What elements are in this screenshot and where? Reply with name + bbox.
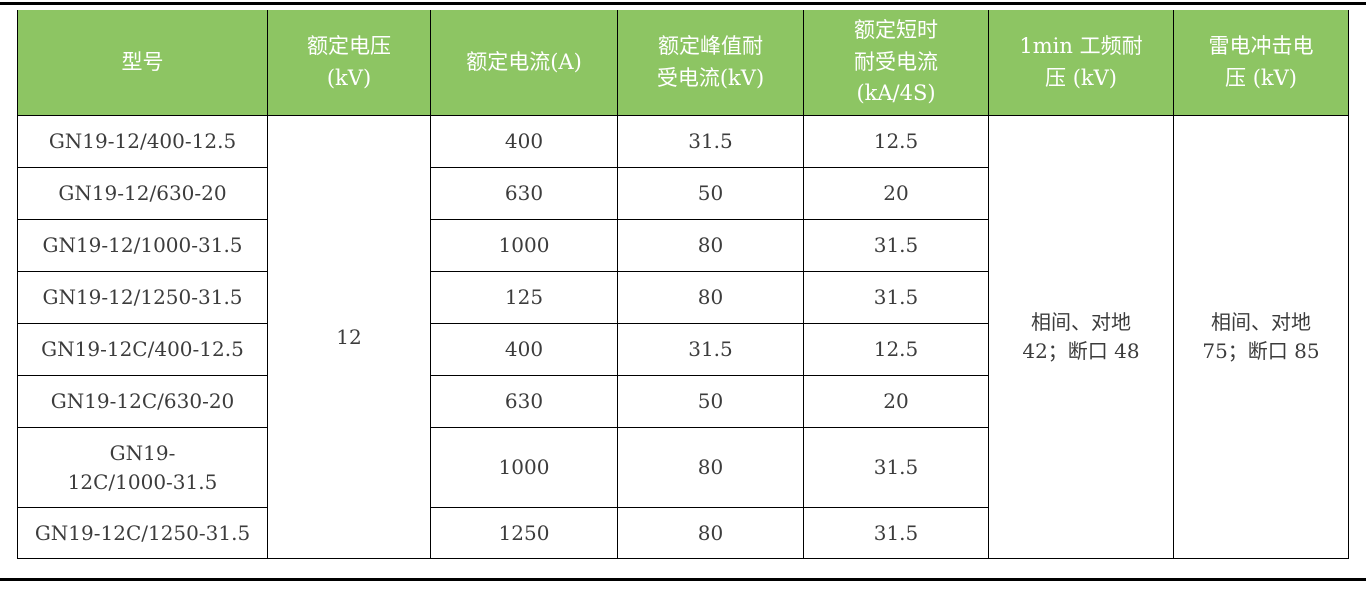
short-time-cell: 12.5 [803,323,989,376]
col-header-lightning-impulse: 雷电冲击电 压 (kV) [1173,10,1349,116]
lightning-impulse-merged-cell: 相间、对地 75；断口 85 [1173,115,1349,559]
peak-cell: 80 [617,271,804,324]
short-time-cell: 31.5 [803,427,989,508]
table-row: GN19-12C/630-20 630 50 20 [17,375,1349,428]
bottom-rule [0,578,1366,581]
short-time-cell: 12.5 [803,115,989,168]
short-time-cell: 20 [803,375,989,428]
current-cell: 400 [430,115,618,168]
table-row: GN19- 12C/1000-31.5 1000 80 31.5 [17,427,1349,508]
table-row: GN19-12/400-12.5 12 400 31.5 12.5 相间、对地 … [17,115,1349,559]
table-row: GN19-12/1250-31.5 125 80 31.5 [17,271,1349,324]
current-cell: 1000 [430,427,618,508]
model-cell: GN19-12/400-12.5 [17,115,268,168]
model-cell: GN19-12/1250-31.5 [17,271,268,324]
col-header-short-time-withstand-current: 额定短时 耐受电流 (kA/4S) [803,10,989,116]
model-cell: GN19-12/1000-31.5 [17,219,268,272]
model-cell: GN19-12C/630-20 [17,375,268,428]
top-rule [0,2,1366,5]
power-frequency-merged-cell: 相间、对地 42；断口 48 [988,115,1174,559]
col-header-model: 型号 [17,10,268,116]
peak-cell: 50 [617,375,804,428]
header-row: 型号 额定电压 (kV) 额定电流(A) 额定峰值耐 受电流(kV) 额定短时 … [17,10,1349,116]
peak-cell: 80 [617,427,804,508]
short-time-cell: 31.5 [803,507,989,559]
current-cell: 1250 [430,507,618,559]
col-header-power-frequency-withstand: 1min 工频耐 压 (kV) [988,10,1174,116]
table-row: GN19-12C/1250-31.5 1250 80 31.5 [17,507,1349,559]
short-time-cell: 20 [803,167,989,220]
current-cell: 630 [430,167,618,220]
current-cell: 630 [430,375,618,428]
peak-cell: 31.5 [617,323,804,376]
peak-cell: 80 [617,507,804,559]
current-cell: 125 [430,271,618,324]
short-time-cell: 31.5 [803,219,989,272]
peak-cell: 31.5 [617,115,804,168]
model-cell: GN19-12C/400-12.5 [17,323,268,376]
col-header-rated-current: 额定电流(A) [430,10,618,116]
col-header-rated-voltage: 额定电压 (kV) [267,10,431,116]
current-cell: 400 [430,323,618,376]
peak-cell: 80 [617,219,804,272]
model-cell: GN19- 12C/1000-31.5 [17,427,268,508]
rated-voltage-merged-cell: 12 [267,115,431,559]
peak-cell: 50 [617,167,804,220]
col-header-peak-withstand-current: 额定峰值耐 受电流(kV) [617,10,804,116]
spec-table: 型号 额定电压 (kV) 额定电流(A) 额定峰值耐 受电流(kV) 额定短时 … [17,10,1349,559]
short-time-cell: 31.5 [803,271,989,324]
current-cell: 1000 [430,219,618,272]
model-cell: GN19-12C/1250-31.5 [17,507,268,559]
model-cell: GN19-12/630-20 [17,167,268,220]
table-row: GN19-12C/400-12.5 400 31.5 12.5 [17,323,1349,376]
